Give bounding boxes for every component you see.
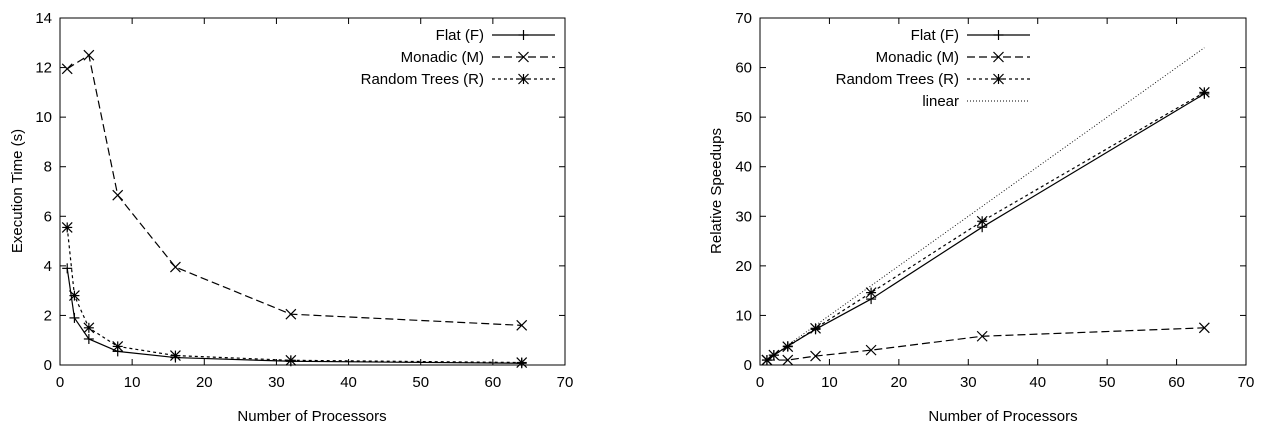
series-group <box>761 47 1210 366</box>
series-3-point <box>810 322 821 334</box>
series-group <box>61 49 528 369</box>
series-3-point <box>83 322 95 334</box>
legend-label: Monadic (M) <box>401 49 484 66</box>
x-tick-label: 40 <box>1029 374 1046 391</box>
y-tick-label: 8 <box>44 159 52 176</box>
relative-speedups-chart: Number of Processors Relative Speedups 0… <box>708 10 1254 425</box>
series-2-point <box>61 63 73 75</box>
series-1-point <box>62 263 73 274</box>
legend-label: linear <box>922 93 959 110</box>
series-line-2 <box>766 327 1205 361</box>
y-tick-label: 0 <box>44 357 52 374</box>
legend: Flat (F) Monadic (M) Random Trees (R) linea… <box>836 27 1030 110</box>
x-tick-label: 10 <box>124 374 141 391</box>
series-2-point <box>865 344 877 356</box>
series-2-point <box>782 354 794 366</box>
y-tick-label: 0 <box>744 357 752 374</box>
series-2-point <box>976 330 988 342</box>
series-2-point <box>112 189 124 201</box>
x-tick-label: 50 <box>1099 374 1116 391</box>
x-tick-label: 60 <box>485 374 502 391</box>
series-2-point <box>516 319 528 331</box>
x-axis-label: Number of Processors <box>928 408 1077 425</box>
y-tick-label: 14 <box>35 10 52 27</box>
y-tick-label: 12 <box>35 60 52 77</box>
legend-label: Random Trees (R) <box>836 71 959 88</box>
y-axis-label: Execution Time (s) <box>9 129 26 253</box>
y-tick-label: 30 <box>735 208 752 225</box>
x-tick-label: 40 <box>340 374 357 391</box>
ticks-group: 0 10 20 30 40 50 60 70 0 10 20 30 40 50 60 70 <box>735 10 1254 391</box>
series-2-point <box>83 49 95 61</box>
ticks-group: 0 10 20 30 40 50 60 70 0 2 4 6 8 10 12 14 <box>35 10 573 391</box>
x-tick-label: 10 <box>821 374 838 391</box>
legend-marker-1 <box>518 30 529 40</box>
series-2-point <box>810 350 821 362</box>
y-tick-label: 40 <box>735 159 752 176</box>
legend-label: Monadic (M) <box>876 49 959 66</box>
x-tick-label: 0 <box>56 374 64 391</box>
series-1-point <box>83 333 94 344</box>
series-3-point <box>285 354 297 366</box>
x-tick-label: 70 <box>1238 374 1255 391</box>
x-tick-label: 30 <box>268 374 285 391</box>
x-tick-label: 30 <box>960 374 977 391</box>
series-1-point <box>69 312 80 323</box>
x-tick-label: 0 <box>756 374 764 391</box>
plot-frame <box>759 17 1247 366</box>
y-tick-label: 60 <box>735 60 752 77</box>
y-tick-label: 10 <box>35 109 52 126</box>
series-3-point <box>112 340 124 352</box>
legend-marker-2 <box>993 51 1004 63</box>
series-3-point <box>1198 86 1210 98</box>
x-axis-label: Number of Processors <box>237 408 386 425</box>
series-3-point <box>782 341 794 353</box>
x-tick-label: 50 <box>412 374 429 391</box>
series-2-point <box>1198 322 1210 334</box>
series-3-point <box>69 290 80 302</box>
legend-label: Random Trees (R) <box>361 71 484 88</box>
legend-marker-1 <box>993 30 1004 40</box>
y-tick-label: 20 <box>735 258 752 275</box>
legend: Flat (F) Monadic (M) Random Trees (R) <box>361 27 555 88</box>
x-tick-label: 60 <box>1168 374 1185 391</box>
legend-label: Flat (F) <box>436 27 484 44</box>
y-axis-label: Relative Speedups <box>708 128 725 254</box>
legend-marker-2 <box>518 51 529 63</box>
y-tick-label: 2 <box>44 307 52 324</box>
y-tick-label: 70 <box>735 10 752 27</box>
series-2-point <box>170 261 181 273</box>
series-3-point <box>865 287 877 299</box>
plot-frame <box>59 17 566 366</box>
series-line-4 <box>766 47 1205 361</box>
y-tick-label: 50 <box>735 109 752 126</box>
series-3-point <box>170 350 181 362</box>
y-tick-label: 4 <box>44 258 52 275</box>
legend-marker-3 <box>518 73 529 85</box>
y-tick-label: 10 <box>735 307 752 324</box>
legend-label: Flat (F) <box>911 27 959 44</box>
series-line-3 <box>66 227 522 364</box>
series-line-2 <box>66 54 522 326</box>
series-3-point <box>516 357 528 368</box>
x-tick-label: 20 <box>196 374 213 391</box>
series-2-point <box>285 308 297 320</box>
series-3-point <box>768 349 780 361</box>
execution-time-chart: Number of Processors Execution Time (s) … <box>9 10 573 425</box>
x-tick-label: 20 <box>891 374 908 391</box>
x-tick-label: 70 <box>557 374 574 391</box>
series-3-point <box>61 222 73 233</box>
y-tick-label: 6 <box>44 208 52 225</box>
legend-marker-3 <box>993 73 1004 85</box>
series-3-point <box>976 215 988 227</box>
